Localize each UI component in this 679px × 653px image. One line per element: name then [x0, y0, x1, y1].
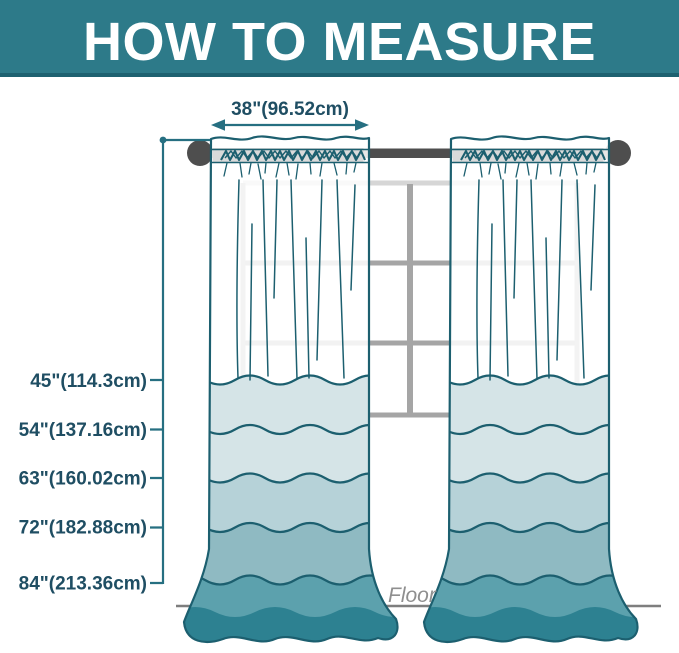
length-ticks: [150, 378, 163, 585]
length-label-72in: 72"(182.88cm): [19, 518, 147, 539]
curtain-panel-right: [415, 136, 655, 653]
arrowhead-left-icon: [211, 119, 225, 131]
length-label-54in: 54"(137.16cm): [19, 420, 147, 441]
arrowhead-right-icon: [355, 119, 369, 131]
title-banner: HOW TO MEASURE: [0, 0, 679, 77]
length-label-84in: 84"(213.36cm): [19, 574, 147, 595]
rod-finial-right: [605, 140, 631, 166]
ruler-top-dot: [159, 136, 167, 144]
width-measurement-label: 38"(96.52cm): [231, 99, 349, 120]
length-ruler: 45"(114.3cm) 54"(137.16cm) 63"(160.02cm)…: [19, 136, 210, 595]
floor-label: Floor: [388, 584, 437, 607]
curtain-panel-left: [175, 136, 415, 653]
length-label-63in: 63"(160.02cm): [19, 469, 147, 490]
length-label-45in: 45"(114.3cm): [30, 371, 147, 392]
rod-finial-left: [187, 140, 213, 166]
page-title: HOW TO MEASURE: [82, 11, 596, 72]
width-measurement: 38"(96.52cm): [211, 99, 369, 131]
